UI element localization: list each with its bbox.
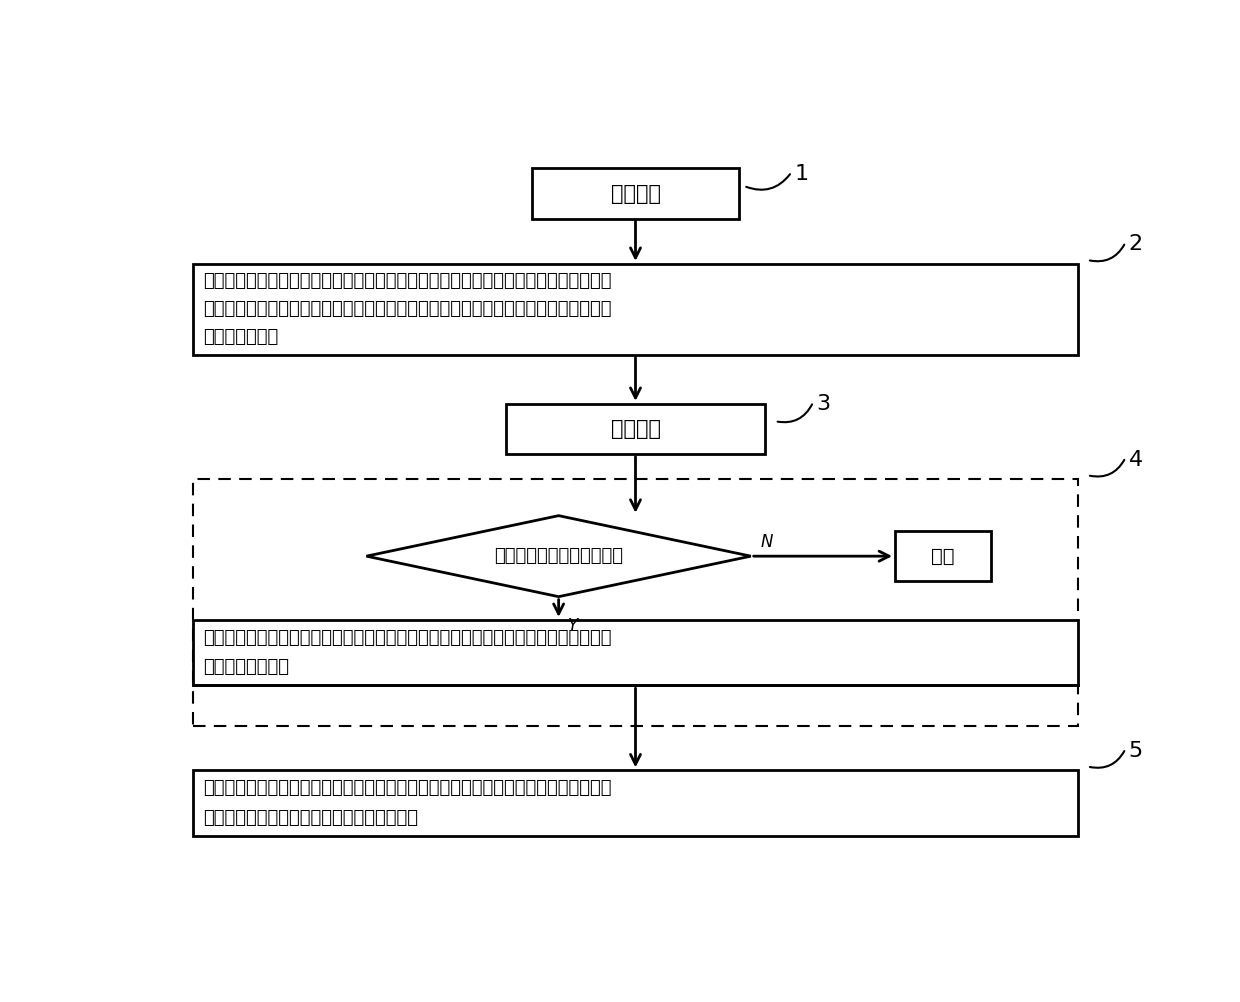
Text: 进行判定数据质控是否合格: 进行判定数据质控是否合格 xyxy=(494,547,624,565)
Text: 4: 4 xyxy=(1128,450,1142,470)
Polygon shape xyxy=(367,516,751,596)
Bar xyxy=(506,404,765,454)
Bar xyxy=(193,264,1078,355)
Text: 件进行二次分析和统计，得到直观呼现的报告: 件进行二次分析和统计，得到直观呼现的报告 xyxy=(203,809,418,827)
Bar xyxy=(193,479,1078,725)
Text: 3: 3 xyxy=(816,394,831,414)
Bar xyxy=(895,531,991,581)
Bar xyxy=(193,620,1078,685)
Text: N: N xyxy=(760,533,773,551)
Text: 5: 5 xyxy=(1128,740,1143,761)
Text: 2: 2 xyxy=(1128,234,1142,255)
Text: 在基础分析任务提交模块中，用户可以通过可视化界面对测序数据进行参数分析，分析: 在基础分析任务提交模块中，用户可以通过可视化界面对测序数据进行参数分析，分析 xyxy=(203,629,611,647)
Text: Y: Y xyxy=(568,617,578,635)
Text: 1: 1 xyxy=(795,164,808,184)
Text: 产生的项目文件传送至交互式结果分析模块中进行交互式分析，根据用户需求对项目文: 产生的项目文件传送至交互式结果分析模块中进行交互式分析，根据用户需求对项目文 xyxy=(203,780,611,798)
Bar xyxy=(532,168,739,218)
Text: 报错: 报错 xyxy=(931,547,955,566)
Text: 之后产生项目文件: 之后产生项目文件 xyxy=(203,658,289,676)
Text: 创建项目: 创建项目 xyxy=(610,183,661,203)
Bar xyxy=(193,771,1078,836)
Text: 建立任务: 建立任务 xyxy=(610,419,661,439)
Text: 向云端服务器上传测序数据，在项目管理模块中建立项目，同时在云端服务器上传客户: 向云端服务器上传测序数据，在项目管理模块中建立项目，同时在云端服务器上传客户 xyxy=(203,273,611,291)
Text: 共享给他人操作: 共享给他人操作 xyxy=(203,328,278,346)
Text: 的数据库或者选择使用线上的数据库，并且在该项目管理模块中可以进行项目锁定或者: 的数据库或者选择使用线上的数据库，并且在该项目管理模块中可以进行项目锁定或者 xyxy=(203,301,611,319)
